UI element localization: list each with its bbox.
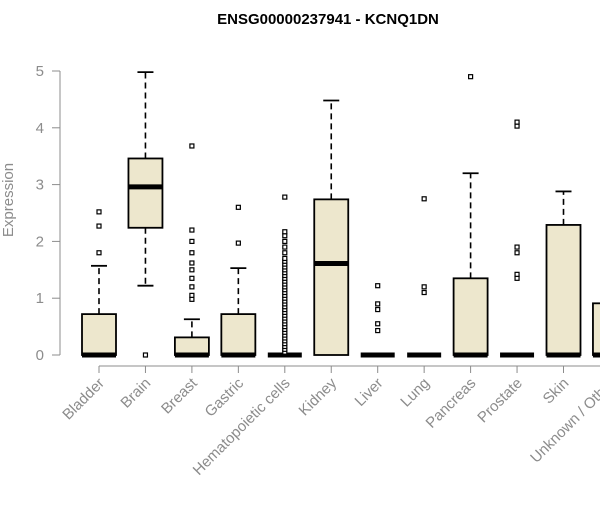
chart-title: ENSG00000237941 - KCNQ1DN xyxy=(217,11,439,28)
boxplot-lung xyxy=(407,196,442,358)
y-tick-label: 3 xyxy=(36,177,44,194)
outlier-point xyxy=(421,289,427,296)
outlier-point xyxy=(468,74,474,80)
outlier-point xyxy=(189,250,195,256)
outlier-point xyxy=(189,284,195,290)
outlier-point xyxy=(514,250,520,256)
outlier-point xyxy=(189,227,195,233)
y-tick-label: 0 xyxy=(36,347,44,364)
outlier-point xyxy=(235,204,241,210)
outlier-point xyxy=(375,321,381,327)
outlier-point xyxy=(375,283,381,289)
boxplot-hematopoietic-cells xyxy=(267,194,302,358)
x-tick-label: Lung xyxy=(397,375,433,411)
iqr-box xyxy=(173,336,210,356)
y-tick-label: 2 xyxy=(36,233,44,250)
outlier-point xyxy=(189,275,195,281)
outlier-point xyxy=(96,250,102,256)
outlier-point xyxy=(282,244,288,250)
x-tick-label: Pancreas xyxy=(423,375,480,432)
x-tick-label: Prostate xyxy=(474,375,526,427)
y-tick-label: 1 xyxy=(36,290,44,307)
iqr-box xyxy=(452,277,489,356)
iqr-box xyxy=(592,302,600,356)
outlier-point xyxy=(421,284,427,290)
iqr-box xyxy=(81,313,117,356)
boxplot-kidney xyxy=(313,99,350,356)
boxplot-prostate xyxy=(500,119,535,358)
boxplot-brain xyxy=(127,71,164,358)
x-tick-label: Skin xyxy=(540,375,573,408)
outlier-point xyxy=(282,194,288,200)
iqr-box xyxy=(313,198,350,356)
outlier-point xyxy=(282,229,288,235)
outlier-point xyxy=(375,306,381,313)
x-tick-label: Gastric xyxy=(202,374,248,420)
outlier-point xyxy=(189,260,195,266)
outlier-point xyxy=(421,196,427,202)
boxplot-gastric xyxy=(220,204,257,358)
outlier-point xyxy=(282,250,288,256)
outlier-point xyxy=(189,292,195,298)
outlier-point xyxy=(282,255,288,262)
x-tick-label: Bladder xyxy=(59,375,108,424)
boxplot-liver xyxy=(360,283,395,358)
outlier-point xyxy=(96,223,102,229)
y-axis: 0 1 2 3 4 5 xyxy=(36,63,61,364)
y-tick-label: 4 xyxy=(36,120,44,137)
boxplots xyxy=(81,71,600,358)
boxplot-skin xyxy=(545,190,582,358)
iqr-box xyxy=(545,224,582,356)
outlier-point xyxy=(375,301,381,307)
boxplot-pancreas xyxy=(452,74,489,358)
outlier-point xyxy=(514,271,520,277)
outlier-point xyxy=(189,238,195,244)
boxplot-breast xyxy=(173,143,210,358)
iqr-box xyxy=(220,313,257,356)
outlier-point xyxy=(235,240,241,246)
boxplot-bladder xyxy=(81,209,117,358)
x-tick-label: Liver xyxy=(352,375,387,410)
outlier-point xyxy=(514,244,520,250)
x-tick-label: Brain xyxy=(117,375,154,412)
outlier-point xyxy=(142,352,149,358)
outlier-point xyxy=(514,119,520,125)
outlier-point xyxy=(375,327,381,334)
x-tick-label: Kidney xyxy=(296,374,341,419)
x-tick-label: Breast xyxy=(158,374,201,417)
outlier-point xyxy=(282,238,288,244)
outlier-point xyxy=(96,209,102,215)
outlier-point xyxy=(189,143,195,149)
y-tick-label: 5 xyxy=(36,63,44,80)
boxplot-unknown-other xyxy=(592,302,600,358)
y-axis-label: Expression xyxy=(0,163,17,237)
iqr-box xyxy=(127,157,164,229)
outlier-point xyxy=(189,267,195,273)
